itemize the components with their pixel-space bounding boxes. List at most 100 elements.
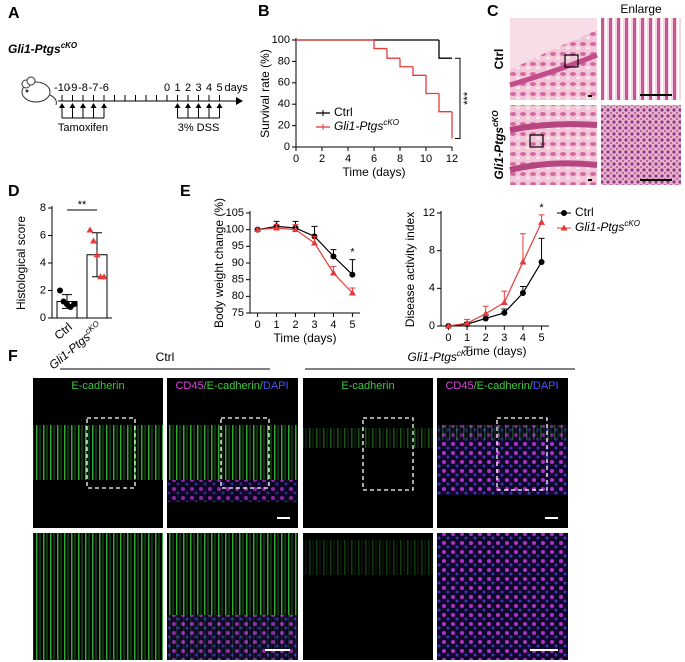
timeline-label: 5 (216, 82, 222, 94)
data-point (292, 226, 300, 233)
y-tick-label: 80 (278, 55, 290, 67)
timeline-label: 4 (206, 82, 212, 94)
group-label: Ctrl (156, 350, 175, 364)
error-bar (538, 237, 545, 262)
data-point (444, 322, 452, 329)
row-label-main: Gli1-Ptgs (492, 127, 506, 180)
panel-label: A (8, 5, 20, 22)
x-tick-label: 5 (538, 332, 544, 344)
legend-label: Ctrl (575, 205, 594, 219)
survival-step (373, 40, 387, 50)
error-bar (519, 233, 526, 262)
group-label-sup: cKO (457, 349, 473, 358)
timeline-label: 1 (174, 82, 180, 94)
x-tick-label: 12 (446, 153, 458, 165)
treatment-label: Tamoxifen (58, 122, 108, 134)
legend-marker (560, 224, 568, 231)
x-tick-label: 2 (292, 319, 298, 331)
x-tick-label: Gli1-PtgscKO (45, 319, 105, 373)
timeline-label: 2 (185, 82, 191, 94)
x-tick-label: 0 (255, 319, 261, 331)
histology-images (509, 18, 681, 185)
fluorescence-images (33, 378, 568, 660)
y-tick-label: 8 (40, 202, 46, 214)
x-tick-label: 3 (501, 332, 507, 344)
panel-label: B (258, 3, 270, 20)
y-axis-label: Body weight change (%) (212, 198, 226, 328)
y-tick-label: 60 (278, 77, 290, 89)
treatment-label: 3% DSS (178, 122, 220, 134)
panel-label: D (8, 183, 20, 200)
y-tick-label: 40 (278, 98, 290, 110)
data-point (90, 237, 97, 244)
y-tick-label: 100 (272, 34, 290, 46)
legend-label: Ctrl (334, 105, 353, 119)
stain-part: /E-cadherin/ (204, 380, 264, 392)
data-point (501, 309, 508, 316)
x-axis-label: Time (days) (464, 344, 527, 358)
y-tick-label: 95 (232, 240, 244, 252)
y-tick-label: 0 (40, 312, 46, 324)
y-tick-label: 8 (429, 245, 435, 257)
survival-step (412, 66, 426, 76)
y-tick-label: 90 (232, 257, 244, 269)
x-tick-label: 10 (420, 153, 432, 165)
panel-label: F (8, 348, 18, 365)
y-axis-label: Histological score (14, 216, 28, 310)
data-point (538, 258, 545, 265)
row-label-main: Ctrl (492, 49, 506, 70)
y-tick-label: 4 (429, 282, 435, 294)
x-tick-label: 2 (319, 153, 325, 165)
data-point (329, 269, 337, 276)
y-tick-label: 6 (40, 229, 46, 241)
y-tick-label: 12 (423, 207, 435, 219)
legend-label-main: Gli1-Ptgs (575, 220, 624, 234)
y-tick-label: 2 (40, 284, 46, 296)
group-label-main: Gli1-Ptgs (408, 350, 457, 364)
x-tick-label-sup: cKO (83, 319, 101, 336)
y-tick-label: 4 (40, 257, 46, 269)
row-label: Ctrl (492, 49, 506, 70)
stain-label: E-cadherin (71, 380, 124, 392)
data-point (57, 287, 63, 294)
data-point (86, 226, 94, 233)
stain-merge-label: CD45/E-cadherin/DAPI (175, 380, 288, 392)
stain-part: CD45 (445, 380, 473, 392)
timeline-label: -6 (99, 82, 109, 94)
data-point (273, 224, 281, 231)
dose-arrowhead (59, 103, 65, 108)
x-tick-label: 6 (371, 153, 377, 165)
stain-part: DAPI (263, 380, 289, 392)
survival-step (438, 40, 452, 59)
y-tick-label: 80 (232, 290, 244, 302)
survival-step (399, 58, 413, 68)
group-label-main: Ctrl (156, 350, 175, 364)
x-axis-label: Time (days) (343, 165, 406, 179)
data-point (100, 273, 108, 280)
x-tick-label: 0 (293, 153, 299, 165)
dose-arrowhead (69, 103, 76, 108)
x-tick-label: 5 (349, 319, 355, 331)
data-point (500, 298, 508, 305)
significance-label: ** (78, 199, 87, 211)
timeline-label: 3 (195, 82, 201, 94)
model-name-sup: cKO (61, 41, 78, 50)
series-line (448, 222, 543, 327)
y-tick-label: 75 (232, 307, 244, 319)
dose-arrowhead (90, 103, 97, 108)
dose-arrowhead (101, 103, 107, 108)
data-point (310, 239, 318, 246)
series-line (257, 227, 353, 294)
x-axis-label: Time (days) (274, 331, 337, 345)
group-label: Gli1-PtgscKO (408, 349, 473, 365)
survival-step (438, 93, 452, 113)
stain-merge-label: CD45/E-cadherin/DAPI (445, 380, 558, 392)
panel-label: C (487, 3, 499, 20)
data-point (330, 253, 337, 260)
dose-arrowhead (195, 103, 202, 108)
data-point (519, 290, 526, 297)
data-point (482, 315, 489, 322)
stain-part: DAPI (533, 380, 559, 392)
legend-label-main: Ctrl (334, 105, 353, 119)
